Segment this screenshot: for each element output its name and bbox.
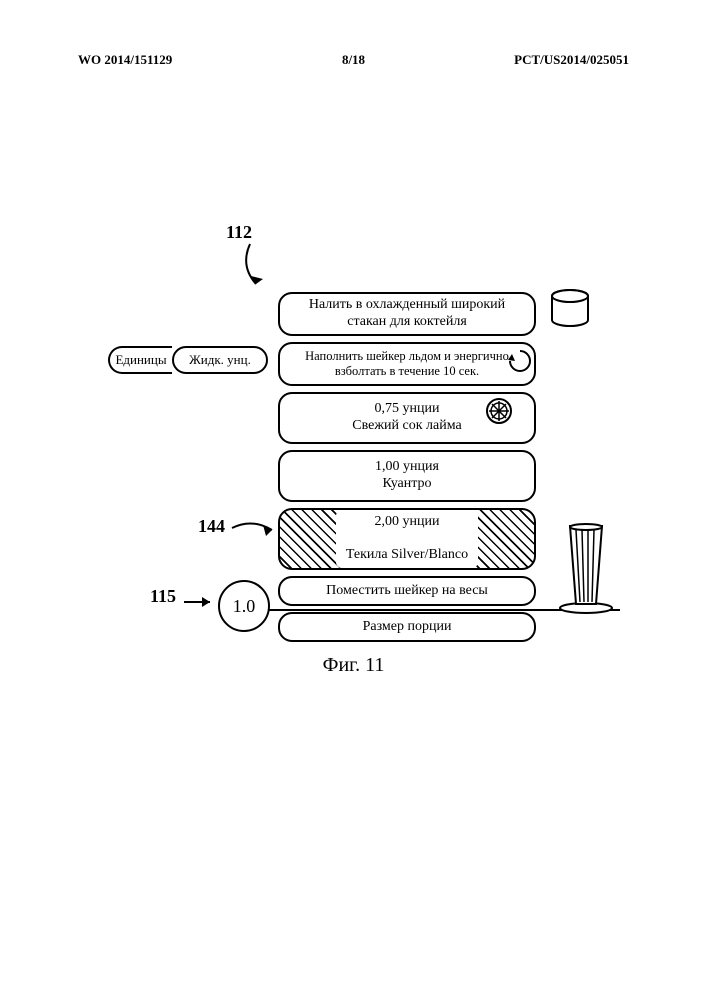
lime-icon [484, 396, 514, 426]
step-cointreau: 1,00 унция Куантро [278, 450, 536, 502]
step-shake-line2: взболтать в течение 10 сек. [335, 364, 479, 379]
step-tequila-highlighted: 2,00 унции Текила Silver/Blanco [278, 508, 536, 570]
ref-112: 112 [226, 222, 252, 243]
doc-id-right: PCT/US2014/025051 [514, 52, 629, 68]
cylinder-icon [548, 288, 592, 332]
step-cointreau-name: Куантро [382, 476, 431, 493]
step-tequila-name: Текила Silver/Blanco [346, 547, 468, 564]
step-serving-size-text: Размер порции [363, 619, 452, 636]
step-lime-name: Свежий сок лайма [352, 418, 461, 435]
step-serving-size: Размер порции [278, 612, 536, 642]
step-place-shaker: Поместить шейкер на весы [278, 576, 536, 606]
step-pour-line1: Налить в охлажденный широкий [309, 297, 505, 314]
units-label: Единицы [115, 352, 166, 368]
figure-caption: Фиг. 11 [0, 654, 707, 677]
ref-144: 144 [198, 516, 225, 537]
step-shake-line1: Наполнить шейкер льдом и энергично [305, 349, 509, 364]
step-pour: Налить в охлажденный широкий стакан для … [278, 292, 536, 336]
step-pour-line2: стакан для коктейля [347, 314, 467, 331]
leader-144 [232, 522, 282, 542]
step-tequila-amount: 2,00 унции [346, 514, 468, 531]
units-value: Жидк. унц. [189, 352, 251, 368]
leader-115 [184, 594, 220, 610]
step-lime-amount: 0,75 унции [375, 401, 440, 418]
glass-icon [558, 522, 614, 614]
step-shake: Наполнить шейкер льдом и энергично взбол… [278, 342, 536, 386]
units-label-pill: Единицы [108, 346, 172, 374]
units-value-pill[interactable]: Жидк. унц. [172, 346, 268, 374]
step-place-shaker-text: Поместить шейкер на весы [326, 583, 488, 600]
ref-115: 115 [150, 586, 176, 607]
step-cointreau-amount: 1,00 унция [375, 459, 439, 476]
step-tequila-inner: 2,00 унции Текила Silver/Blanco [336, 510, 478, 568]
serving-value: 1.0 [233, 596, 256, 617]
serving-value-circle[interactable]: 1.0 [218, 580, 270, 632]
page: WO 2014/151129 8/18 PCT/US2014/025051 11… [0, 0, 707, 1000]
shake-icon [506, 348, 534, 376]
